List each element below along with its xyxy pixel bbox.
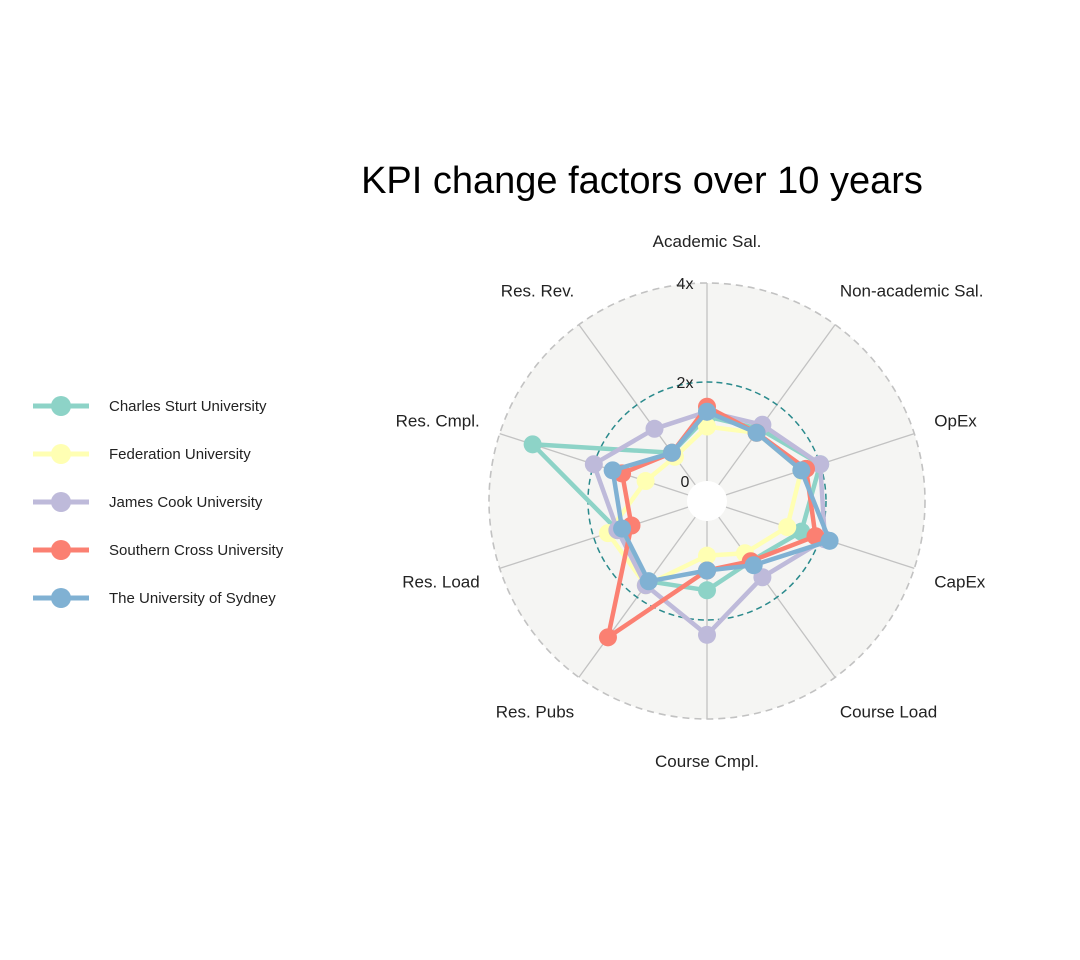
data-point <box>698 546 716 565</box>
data-point <box>747 423 766 442</box>
data-point <box>613 519 632 538</box>
outer-ring <box>488 282 926 720</box>
data-point <box>744 556 763 575</box>
legend-marker <box>51 588 71 608</box>
data-point <box>523 435 542 454</box>
data-point <box>698 402 716 421</box>
axis-label: Course Cmpl. <box>655 752 759 771</box>
legend-item: Federation University <box>33 444 251 464</box>
data-point <box>792 461 811 480</box>
axis-label: CapEx <box>934 572 986 591</box>
data-point <box>636 472 655 491</box>
legend-marker <box>51 540 71 560</box>
axis-label: Res. Rev. <box>501 282 574 301</box>
plot-background <box>489 283 925 719</box>
axis-label: Course Load <box>840 702 937 721</box>
legend-item: Charles Sturt University <box>33 396 267 416</box>
data-point <box>806 527 825 546</box>
axis-label: Res. Cmpl. <box>396 412 480 431</box>
data-point <box>603 461 622 480</box>
legend-label: Charles Sturt University <box>109 398 267 415</box>
legend-label: Federation University <box>109 446 251 463</box>
data-point <box>778 518 797 537</box>
data-point <box>698 561 716 580</box>
legend-item: Southern Cross University <box>33 540 284 560</box>
data-point <box>662 443 681 462</box>
data-point <box>645 419 664 438</box>
legend-marker <box>51 444 71 464</box>
radar-grid: 0 2x 4x <box>488 276 926 720</box>
data-point <box>598 628 617 647</box>
axis-label: Academic Sal. <box>653 232 762 251</box>
r-tick-label: 2x <box>677 375 694 392</box>
legend-marker <box>51 492 71 512</box>
legend-marker <box>51 396 71 416</box>
axis-label: Res. Load <box>402 572 480 591</box>
r-tick-label: 0 <box>681 474 690 491</box>
axis-label: Non-academic Sal. <box>840 282 984 301</box>
radar-series <box>523 397 839 647</box>
data-point <box>820 531 839 550</box>
axis-label: OpEx <box>934 412 977 431</box>
axis-label: Res. Pubs <box>496 702 574 721</box>
axis-labels: Academic Sal. Non-academic Sal. OpEx CapEx C… <box>396 232 986 771</box>
radial-gridline <box>499 506 689 569</box>
data-point <box>584 455 603 474</box>
data-point <box>698 417 716 436</box>
legend: Charles Sturt University Federation Unive… <box>33 396 284 608</box>
data-point <box>811 455 830 474</box>
legend-item: The University of Sydney <box>33 588 276 608</box>
data-point <box>639 572 658 591</box>
legend-item: James Cook University <box>33 492 263 512</box>
r-tick-label: 4x <box>677 276 694 293</box>
data-point <box>698 581 716 600</box>
series-4 <box>603 402 839 591</box>
legend-label: James Cook University <box>109 494 263 511</box>
chart-title: KPI change factors over 10 years <box>361 160 923 202</box>
legend-label: Southern Cross University <box>109 542 284 559</box>
data-point <box>698 625 716 644</box>
legend-label: The University of Sydney <box>109 590 276 607</box>
data-point <box>792 522 811 541</box>
